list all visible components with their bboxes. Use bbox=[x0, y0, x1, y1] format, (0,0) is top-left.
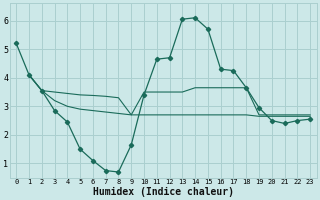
X-axis label: Humidex (Indice chaleur): Humidex (Indice chaleur) bbox=[93, 186, 234, 197]
